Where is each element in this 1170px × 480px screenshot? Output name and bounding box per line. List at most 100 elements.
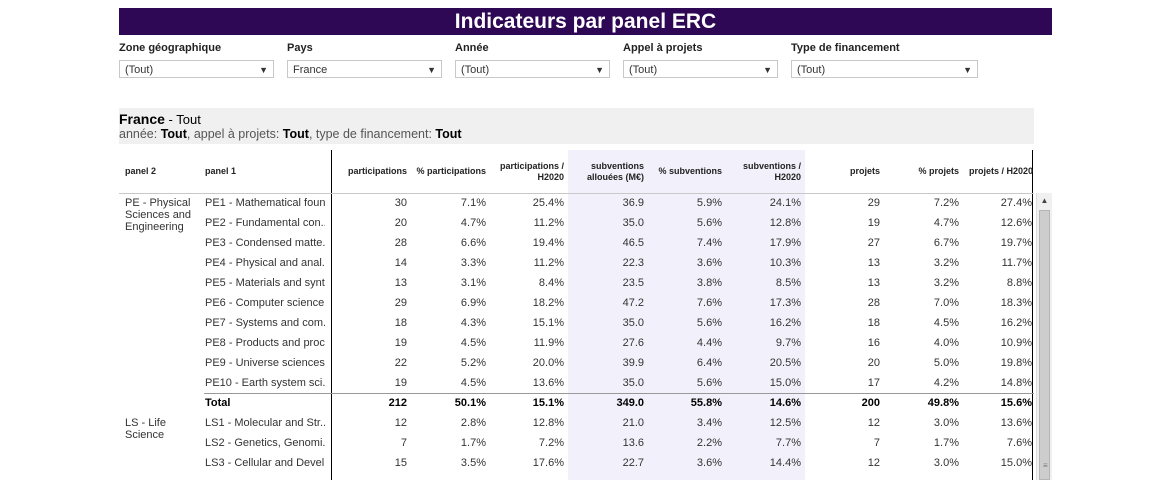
value-cell: 5.9% <box>696 197 722 209</box>
value-cell: 29 <box>394 297 407 309</box>
chevron-down-icon[interactable]: ▼ <box>427 65 436 75</box>
value-cell: 35.0 <box>622 377 644 389</box>
subheader-line1: France - Tout <box>119 111 201 127</box>
value-cell: 16.2% <box>769 317 801 329</box>
filter-appel: Appel à projets (Tout) ▼ <box>623 42 780 78</box>
value-cell: 11.2% <box>533 257 564 269</box>
value-cell: 20 <box>394 217 407 229</box>
table-subheader: France - Tout année: Tout, appel à proje… <box>119 108 1034 144</box>
value-cell: 35.0 <box>622 317 644 329</box>
value-cell: 49.8% <box>927 397 959 409</box>
value-cell: 1.7% <box>933 437 959 449</box>
table-scrollbar[interactable]: ▲ ≡ <box>1036 193 1052 480</box>
group-label: PE - Physical Sciences and Engineering <box>125 197 192 233</box>
value-cell: 8.8% <box>1006 277 1032 289</box>
panel1-cell: LS2 - Genetics, Genomi... <box>205 437 325 449</box>
value-cell: 4.0% <box>933 337 959 349</box>
value-cell: 8.5% <box>775 277 801 289</box>
value-cell: 4.5% <box>460 377 486 389</box>
subheader-value: Tout <box>160 127 187 141</box>
value-cell: 4.7% <box>933 217 959 229</box>
value-cell: 7 <box>400 437 407 449</box>
scrollbar-thumb[interactable]: ≡ <box>1039 210 1050 480</box>
value-cell: 4.5% <box>933 317 959 329</box>
panel1-cell: PE2 - Fundamental con... <box>205 217 325 229</box>
col-header-subventions-h2020: subventions / H2020 <box>742 160 801 182</box>
column-divider <box>331 150 332 480</box>
subheader-text: , type de financement: <box>308 127 436 141</box>
col-header-projets: projets <box>849 166 880 176</box>
value-cell: 3.5% <box>460 457 486 469</box>
value-cell: 1.7% <box>460 437 486 449</box>
value-cell: 7.6% <box>1006 437 1032 449</box>
value-cell: 22.7 <box>622 457 644 469</box>
value-cell: 6.9% <box>460 297 486 309</box>
value-cell: 14.8% <box>1000 377 1032 389</box>
value-cell: 5.6% <box>696 317 722 329</box>
panel1-cell: PE10 - Earth system sci... <box>205 377 325 389</box>
filter-annee-label: Année <box>455 42 489 54</box>
subheader-line2: année: Tout, appel à projets: Tout, type… <box>119 127 462 141</box>
value-cell: 50.1% <box>454 397 486 409</box>
value-cell: 11.7% <box>1001 257 1032 269</box>
value-cell: 18 <box>867 317 880 329</box>
value-cell: 14.4% <box>769 457 801 469</box>
value-cell: 3.3% <box>460 257 486 269</box>
value-cell: 4.3% <box>460 317 486 329</box>
value-cell: 15.1% <box>532 317 564 329</box>
dashboard-title: Indicateurs par panel ERC <box>119 8 1052 35</box>
value-cell: 4.4% <box>696 337 722 349</box>
value-cell: 11.2% <box>533 217 564 229</box>
value-cell: 7.7% <box>775 437 801 449</box>
filter-pays-select[interactable]: France ▼ <box>287 60 442 78</box>
value-cell: 3.6% <box>696 257 722 269</box>
value-cell: 7.2% <box>933 197 959 209</box>
filter-pays-label: Pays <box>287 42 313 54</box>
col-header-pct-subventions: % subventions <box>658 166 722 176</box>
chevron-down-icon[interactable]: ▼ <box>763 65 772 75</box>
value-cell: 349.0 <box>616 397 644 409</box>
value-cell: 12.6% <box>1000 217 1032 229</box>
panel1-cell: PE1 - Mathematical foun... <box>205 197 325 209</box>
col-header-panel2: panel 2 <box>125 166 157 176</box>
subheader-suffix: - Tout <box>164 112 201 127</box>
group-label: LS - Life Science <box>125 417 166 441</box>
col-header-pct-projets: % projets <box>918 166 959 176</box>
value-cell: 20 <box>867 357 880 369</box>
value-cell: 20.5% <box>769 357 801 369</box>
filter-appel-select[interactable]: (Tout) ▼ <box>623 60 778 78</box>
value-cell: 55.8% <box>690 397 722 409</box>
value-cell: 5.6% <box>696 217 722 229</box>
filter-pays-value: France <box>293 64 328 76</box>
value-cell: 3.2% <box>933 257 959 269</box>
panel1-cell: PE7 - Systems and com... <box>205 317 325 329</box>
value-cell: 5.2% <box>460 357 486 369</box>
value-cell: 7.1% <box>460 197 486 209</box>
total-divider <box>204 393 1034 394</box>
chevron-down-icon[interactable]: ▼ <box>963 65 972 75</box>
chevron-down-icon[interactable]: ▼ <box>595 65 604 75</box>
value-cell: 19.8% <box>1000 357 1032 369</box>
value-cell: 7.6% <box>696 297 722 309</box>
filter-zone-select[interactable]: (Tout) ▼ <box>119 60 274 78</box>
value-cell: 7.0% <box>933 297 959 309</box>
value-cell: 7.2% <box>538 437 564 449</box>
value-cell: 30 <box>394 197 407 209</box>
value-cell: 6.4% <box>696 357 722 369</box>
value-cell: 14.6% <box>769 397 801 409</box>
filter-annee-select[interactable]: (Tout) ▼ <box>455 60 610 78</box>
filter-financement: Type de financement (Tout) ▼ <box>791 42 978 78</box>
filter-financement-label: Type de financement <box>791 42 900 54</box>
value-cell: 15.1% <box>532 397 564 409</box>
value-cell: 19.4% <box>532 237 564 249</box>
header-divider <box>119 193 1034 194</box>
chevron-down-icon[interactable]: ▼ <box>259 65 268 75</box>
subheader-value: Tout <box>435 127 462 141</box>
filter-financement-select[interactable]: (Tout) ▼ <box>791 60 978 78</box>
value-cell: 35.0 <box>622 217 644 229</box>
col-header-projets-h2020: projets / H2020 <box>968 166 1033 176</box>
value-cell: 7 <box>873 437 880 449</box>
scroll-up-icon[interactable]: ▲ <box>1040 196 1049 205</box>
value-cell: 10.9% <box>1000 337 1032 349</box>
value-cell: 15.0% <box>769 377 801 389</box>
